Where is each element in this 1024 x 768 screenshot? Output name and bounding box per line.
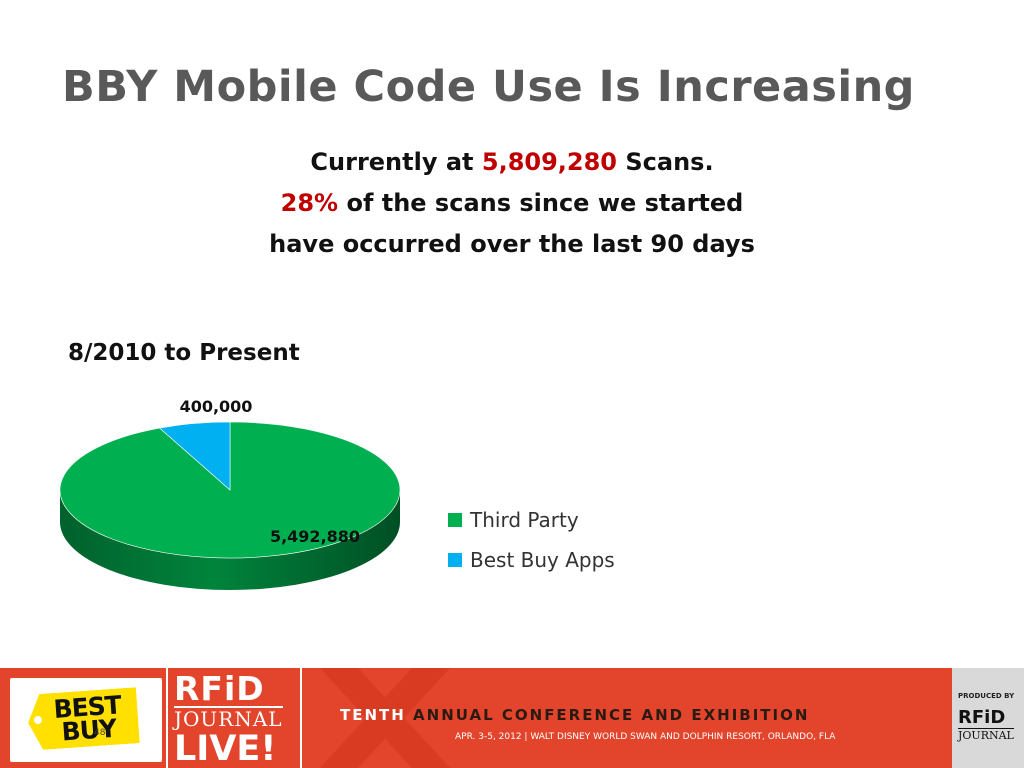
data-label-third-party: 5,492,880 <box>270 527 360 546</box>
legend-label-third-party: Third Party <box>470 508 579 532</box>
produced-by-label: PRODUCED BY <box>958 692 1015 700</box>
pie-side-wall <box>60 490 400 590</box>
pie-chart: 5,492,880 400,000 <box>60 397 401 590</box>
total-scans-value: 5,809,280 <box>481 148 618 176</box>
data-label-best-buy-apps: 400,000 <box>180 397 253 416</box>
footer-divider <box>166 668 168 768</box>
legend-label-best-buy-apps: Best Buy Apps <box>470 548 615 572</box>
footer-banner: BEST BUY 48 RFiD JOURNAL LIVE! TENTH ANN… <box>0 668 1024 768</box>
conference-tenth: TENTH <box>340 706 406 724</box>
x-watermark-icon <box>320 668 450 768</box>
conference-title: TENTH ANNUAL CONFERENCE AND EXHIBITION <box>340 706 809 724</box>
produced-by-logo-word: RFiD <box>958 707 1006 728</box>
legend-swatch-third-party <box>448 513 462 527</box>
chart-legend: Third Party Best Buy Apps <box>448 500 615 580</box>
stats-line-1: Currently at 5,809,280 Scans. <box>0 142 1024 183</box>
rfid-logo-journal: JOURNAL <box>174 706 283 731</box>
conference-details: APR. 3-5, 2012 | WALT DISNEY WORLD SWAN … <box>455 732 836 742</box>
legend-swatch-best-buy-apps <box>448 553 462 567</box>
legend-item-third-party: Third Party <box>448 500 615 540</box>
chart-title: 8/2010 to Present <box>68 340 300 366</box>
stats-line-2-suffix: of the scans since we started <box>338 189 744 217</box>
best-buy-logo-line-2: BUY <box>60 713 117 747</box>
stats-line-1-suffix: Scans. <box>617 148 714 176</box>
conference-rest: ANNUAL CONFERENCE AND EXHIBITION <box>405 706 810 724</box>
legend-item-best-buy-apps: Best Buy Apps <box>448 540 615 580</box>
rfid-journal-live-logo: RFiD JOURNAL LIVE! <box>174 672 283 768</box>
stats-line-1-prefix: Currently at <box>310 148 482 176</box>
page-number: 48 <box>94 728 106 738</box>
stats-text: Currently at 5,809,280 Scans. 28% of the… <box>0 142 1024 265</box>
stats-line-3: have occurred over the last 90 days <box>269 230 755 258</box>
pie-slice-best-buy-apps <box>159 421 231 491</box>
footer-divider-2 <box>300 668 302 768</box>
rfid-logo-live: LIVE! <box>174 729 277 768</box>
stats-line-2: 28% of the scans since we started <box>0 183 1024 224</box>
best-buy-tag-icon: BEST BUY <box>26 687 140 751</box>
slide-title: BBY Mobile Code Use Is Increasing <box>62 62 915 112</box>
rfid-logo-word: RFiD <box>174 669 265 708</box>
produced-by-panel: PRODUCED BY RFiD JOURNAL <box>952 668 1024 768</box>
produced-by-logo-journal: JOURNAL <box>958 728 1014 742</box>
best-buy-logo: BEST BUY 48 <box>10 678 162 762</box>
percent-value: 28% <box>280 189 339 217</box>
